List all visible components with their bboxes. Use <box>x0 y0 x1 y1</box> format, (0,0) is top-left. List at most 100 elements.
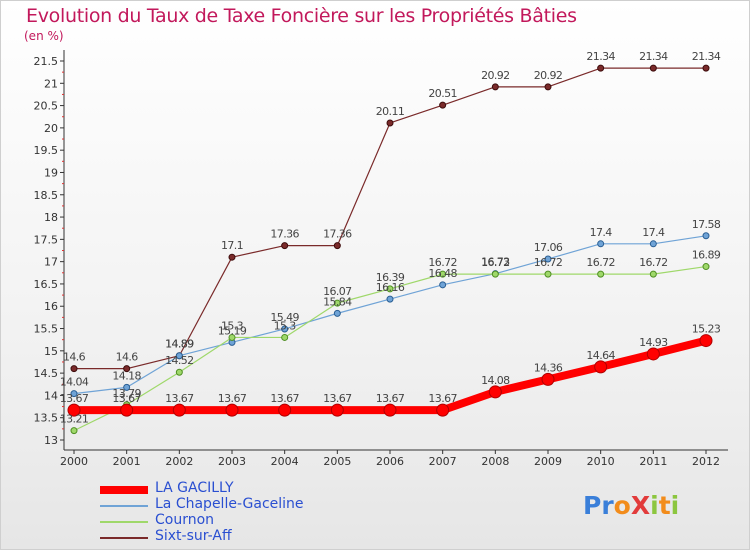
data-label-la-gacilly: 13.67 <box>165 392 194 405</box>
unit-label: (en %) <box>24 29 64 43</box>
data-point-cournon <box>439 270 447 278</box>
data-point-cournon <box>649 270 657 278</box>
logo-letter: i <box>650 491 659 520</box>
data-label-la-chapelle-gaceline: 14.04 <box>60 376 89 389</box>
data-label-sixt-sur-aff: 14.89 <box>165 338 194 351</box>
data-label-cournon: 16.89 <box>692 249 721 262</box>
data-point-la-gacilly <box>278 403 292 417</box>
data-point-la-gacilly <box>646 347 660 361</box>
data-point-la-chapelle-gaceline <box>123 383 131 391</box>
x-tick-label: 2000 <box>60 455 88 468</box>
data-label-la-gacilly: 13.67 <box>270 392 299 405</box>
x-tick-label: 2001 <box>113 455 141 468</box>
data-label-cournon: 13.21 <box>60 413 89 426</box>
y-tick-label: 17.5 <box>34 233 59 246</box>
data-point-sixt-sur-aff <box>333 242 341 250</box>
data-label-la-gacilly: 13.67 <box>218 392 247 405</box>
data-point-la-gacilly <box>67 403 81 417</box>
y-tick-label: 18.5 <box>34 189 59 202</box>
data-label-sixt-sur-aff: 20.11 <box>376 105 405 118</box>
y-tick-label: 16 <box>44 300 58 313</box>
data-point-la-chapelle-gaceline <box>175 352 183 360</box>
x-tick-label: 2007 <box>429 455 457 468</box>
y-tick-label: 20.5 <box>34 100 59 113</box>
data-label-la-gacilly: 13.67 <box>323 392 352 405</box>
data-point-cournon <box>386 285 394 293</box>
logo-letter: o <box>613 491 631 520</box>
data-label-la-gacilly: 13.67 <box>428 392 457 405</box>
data-point-la-gacilly <box>172 403 186 417</box>
y-tick-label: 13.5 <box>34 412 59 425</box>
logo-letter: r <box>601 491 614 520</box>
data-label-sixt-sur-aff: 20.92 <box>481 69 510 82</box>
data-point-sixt-sur-aff <box>439 101 447 109</box>
x-tick-label: 2011 <box>639 455 667 468</box>
logo-letter: P <box>583 491 602 520</box>
chart-title: Evolution du Taux de Taxe Foncière sur l… <box>26 5 577 27</box>
y-tick-label: 15 <box>44 345 58 358</box>
data-point-cournon <box>70 427 78 435</box>
data-label-la-gacilly: 14.36 <box>534 361 563 374</box>
x-tick-label: 2005 <box>323 455 351 468</box>
data-label-sixt-sur-aff: 17.36 <box>323 228 352 241</box>
data-label-la-chapelle-gaceline: 14.18 <box>112 369 141 382</box>
data-point-cournon <box>597 270 605 278</box>
data-label-la-gacilly: 14.93 <box>639 336 668 349</box>
y-tick-label: 21.5 <box>34 55 59 68</box>
data-label-sixt-sur-aff: 17.36 <box>270 228 299 241</box>
data-label-cournon: 16.72 <box>534 256 563 269</box>
data-point-la-gacilly <box>594 360 608 374</box>
data-label-la-gacilly: 13.67 <box>376 392 405 405</box>
data-point-la-gacilly <box>699 334 713 348</box>
data-point-la-chapelle-gaceline <box>649 240 657 248</box>
data-point-cournon <box>175 368 183 376</box>
y-tick-label: 14.5 <box>34 367 59 380</box>
y-tick-label: 19 <box>44 166 58 179</box>
data-label-cournon: 16.72 <box>481 256 510 269</box>
data-label-la-chapelle-gaceline: 15.49 <box>270 311 299 324</box>
data-label-la-chapelle-gaceline: 16.48 <box>428 267 457 280</box>
data-label-sixt-sur-aff: 21.34 <box>639 50 668 63</box>
y-tick-label: 15.5 <box>34 323 59 336</box>
data-point-sixt-sur-aff <box>544 83 552 91</box>
y-tick-label: 18 <box>44 211 58 224</box>
data-point-sixt-sur-aff <box>386 119 394 127</box>
data-point-sixt-sur-aff <box>597 64 605 72</box>
data-point-cournon <box>702 263 710 271</box>
data-label-la-chapelle-gaceline: 17.4 <box>590 226 613 239</box>
data-label-la-chapelle-gaceline: 15.19 <box>218 324 247 337</box>
x-tick-label: 2009 <box>534 455 562 468</box>
data-point-la-chapelle-gaceline <box>544 255 552 263</box>
data-label-cournon: 15.3 <box>221 319 244 332</box>
data-label-la-chapelle-gaceline: 17.58 <box>692 218 721 231</box>
data-label-la-gacilly: 14.08 <box>481 374 510 387</box>
data-point-la-gacilly <box>225 403 239 417</box>
logo-letter: i <box>670 491 680 520</box>
x-tick-label: 2002 <box>165 455 193 468</box>
data-label-cournon: 16.72 <box>639 256 668 269</box>
data-label-la-chapelle-gaceline: 14.89 <box>165 338 194 351</box>
y-tick-label: 19.5 <box>34 144 59 157</box>
data-label-cournon: 16.72 <box>586 256 615 269</box>
data-point-la-chapelle-gaceline <box>333 309 341 317</box>
data-label-sixt-sur-aff: 20.51 <box>428 87 457 100</box>
legend-swatch <box>100 505 148 507</box>
data-point-la-chapelle-gaceline <box>386 295 394 303</box>
data-label-cournon: 13.79 <box>112 387 141 400</box>
x-tick-label: 2006 <box>376 455 404 468</box>
data-point-la-chapelle-gaceline <box>281 325 289 333</box>
data-label-sixt-sur-aff: 21.34 <box>586 50 615 63</box>
data-point-la-chapelle-gaceline <box>70 390 78 398</box>
data-label-sixt-sur-aff: 20.92 <box>534 69 563 82</box>
x-tick-label: 2008 <box>481 455 509 468</box>
x-tick-label: 2010 <box>587 455 615 468</box>
data-point-la-gacilly <box>383 403 397 417</box>
proxiti-logo: ProXiti <box>583 491 679 520</box>
data-label-la-chapelle-gaceline: 16.16 <box>376 281 405 294</box>
data-point-sixt-sur-aff <box>491 83 499 91</box>
data-point-sixt-sur-aff <box>281 242 289 250</box>
x-tick-label: 2003 <box>218 455 246 468</box>
data-point-sixt-sur-aff <box>70 365 78 373</box>
data-label-sixt-sur-aff: 14.6 <box>63 351 86 364</box>
